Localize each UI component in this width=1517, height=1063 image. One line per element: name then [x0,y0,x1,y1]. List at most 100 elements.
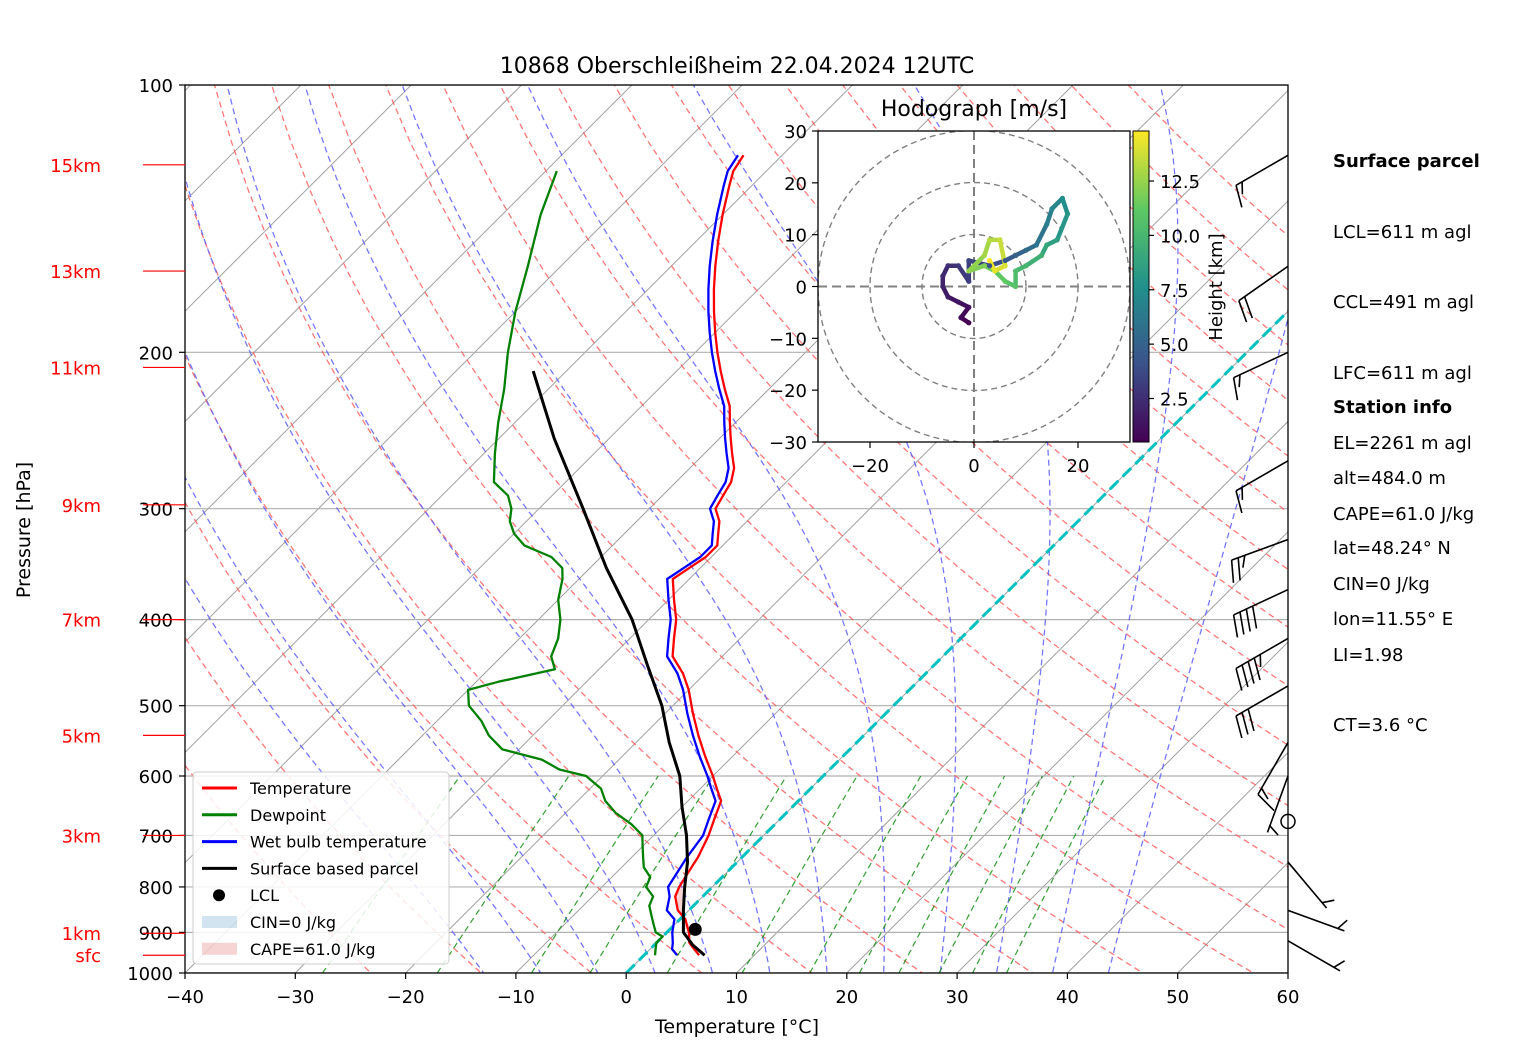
barb-feather [1242,665,1248,687]
wind-barb [1236,461,1288,513]
hodograph-y-tick-label: −20 [769,381,807,402]
barb-feather [1338,920,1347,928]
wind-barb [1267,776,1288,835]
y-tick-label: 300 [139,500,173,521]
colorbar-tick-label: 12.5 [1160,172,1200,193]
hodograph-point [940,274,945,279]
hodograph-point [1013,253,1018,258]
surface-parcel-line: CT=3.6 °C [1333,714,1480,738]
y-tick-label: 400 [139,611,173,632]
hodograph-point [966,279,971,284]
height-label: 15km [50,156,101,177]
barb-shaft [1234,590,1288,615]
skewt-title: 10868 Oberschleißheim 22.04.2024 12UTC [500,54,975,79]
wind-barb [1288,941,1345,971]
hodograph-point [1023,248,1028,253]
height-label: 11km [50,358,101,379]
wind-barb [1232,540,1288,583]
barb-shaft [1232,540,1288,561]
height-label: 7km [62,611,101,632]
height-label: 1km [62,924,101,945]
barb-feather [1238,558,1240,581]
hodograph-point [987,263,992,268]
hodograph-point [956,263,961,268]
station-info-line: lat=48.24° N [1333,537,1453,561]
hodograph-point [1003,263,1008,268]
surface-parcel-title: Surface parcel [1333,150,1480,174]
barb-shaft [1239,266,1288,300]
hodograph-point [987,237,992,242]
hodograph-point [966,305,971,310]
colorbar-tick-label: 10.0 [1160,226,1200,247]
barb-feather [1245,297,1253,318]
barb-feather [1236,668,1242,690]
legend-label: Dewpoint [250,806,326,825]
barb-shaft [1236,686,1288,716]
hodograph-point [982,253,987,258]
hodograph-y-tick-label: 0 [796,278,807,299]
wind-barb [1236,686,1288,738]
x-tick-label: −20 [387,987,425,1008]
mixing-ratio-line [939,776,1042,973]
hodograph-point [940,284,945,289]
height-label: 9km [62,496,101,517]
barb-shaft [1236,155,1288,185]
hodograph-point [1065,211,1070,216]
colorbar [1133,131,1149,442]
barb-feather [1246,609,1250,631]
legend-swatch [202,916,237,928]
hodograph-point [1013,284,1018,289]
barb-feather [1248,661,1254,683]
wind-barb [1236,155,1288,207]
hodograph-point [982,263,987,268]
hodograph-point [1044,242,1049,247]
hodograph-y-tick-label: −30 [769,433,807,454]
legend-swatch [213,889,225,901]
hodograph-point [945,263,950,268]
wind-barb [1236,638,1288,690]
colorbar-tick-label: 5.0 [1160,335,1189,356]
lcl-marker [689,923,702,936]
mixing-ratio-line [973,776,1074,973]
barb-feather [1243,555,1245,567]
hodograph-x-tick-label: 20 [1067,456,1090,477]
y-tick-label: 200 [139,343,173,364]
legend-swatch [202,943,237,955]
wind-barb [1239,266,1288,322]
barb-feather [1334,961,1345,968]
hodograph-point [958,315,963,320]
station-info: Station info alt=484.0 m lat=48.24° N lo… [1333,349,1453,655]
mixing-ratio-line [532,776,659,973]
hodograph-y-tick-label: 10 [784,226,807,247]
height-label: sfc [75,946,101,967]
legend-label: Surface based parcel [250,859,419,878]
mixing-ratio-line [899,776,1005,973]
hodograph-point [1060,196,1065,201]
hodograph-point [1055,237,1060,242]
hodograph-x-tick-label: 0 [968,456,979,477]
legend-label: Wet bulb temperature [250,833,427,852]
station-info-title: Station info [1333,396,1453,420]
barb-feather [1322,900,1334,902]
hodograph-point [1003,258,1008,263]
hodograph-title: Hodograph [m/s] [881,97,1067,122]
dewpoint-line [468,171,662,955]
surface-parcel-line: CCL=491 m agl [1333,291,1480,315]
y-tick-label: 1000 [127,964,173,985]
barb-feather [1236,185,1242,207]
y-tick-label: 100 [139,76,173,97]
x-tick-label: −10 [497,987,535,1008]
colorbar-tick-label: 7.5 [1160,281,1189,302]
barb-shaft [1288,910,1344,931]
hodograph-point [1013,268,1018,273]
hodograph-point [966,320,971,325]
x-tick-label: −40 [166,987,204,1008]
height-label: 3km [62,826,101,847]
hodograph-point [1023,263,1028,268]
hodograph-x-tick-label: −20 [851,456,889,477]
barb-feather [1253,606,1257,628]
hodograph-point [1034,242,1039,247]
barb-feather [1262,788,1269,799]
